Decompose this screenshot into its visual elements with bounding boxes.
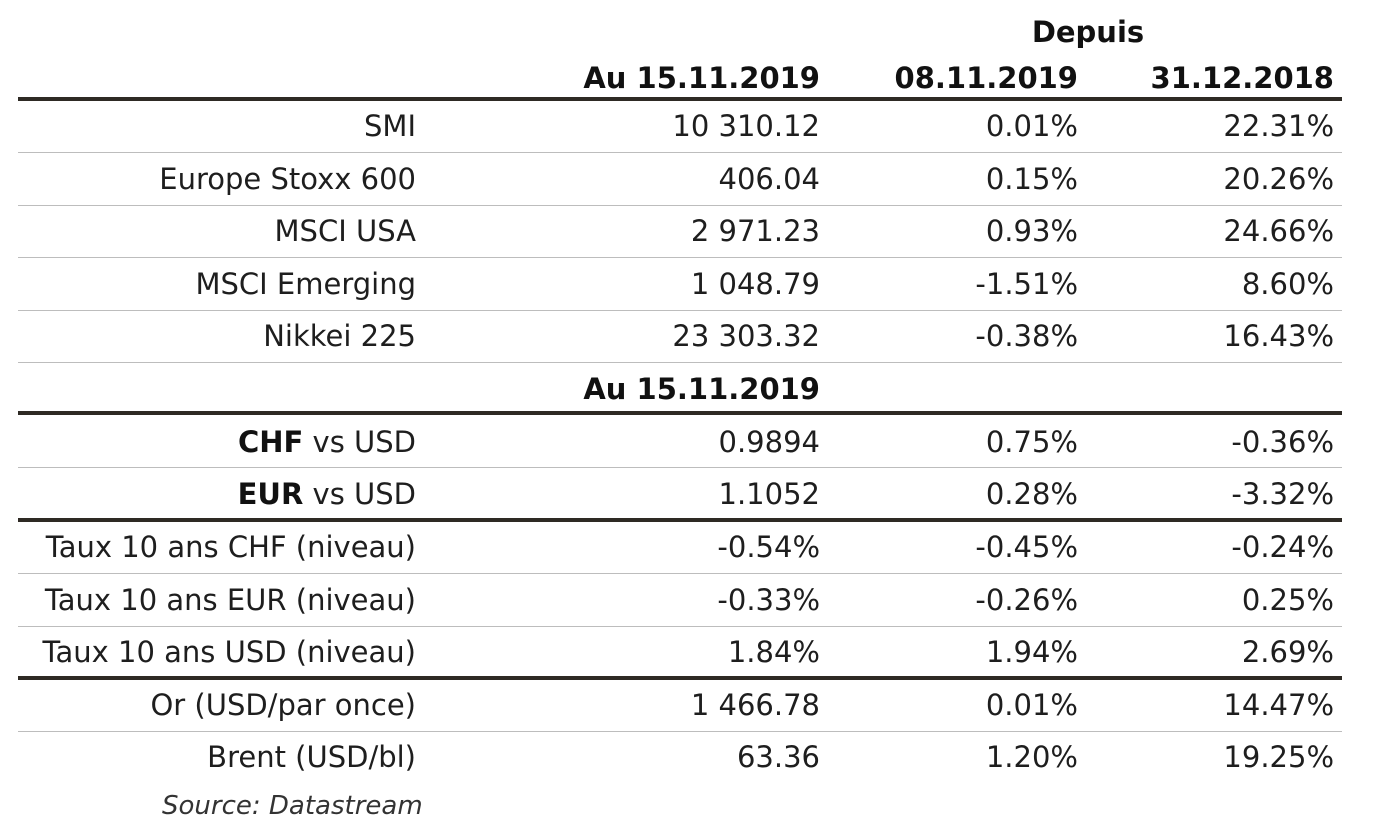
row-divider <box>18 362 1342 363</box>
row-label: Nikkei 225 <box>263 319 416 353</box>
row-ytd-change: 2.69% <box>1241 635 1334 669</box>
since-label: Depuis <box>1031 15 1145 49</box>
row-ytd-change: -3.32% <box>1231 477 1334 511</box>
row-value: -0.33% <box>717 583 820 617</box>
row-label: Taux 10 ans CHF (niveau) <box>45 530 416 564</box>
row-value: 1.1052 <box>718 477 820 511</box>
row-week-change: -0.38% <box>975 319 1078 353</box>
row-value: 2 971.23 <box>690 214 820 248</box>
row-week-change: 0.93% <box>985 214 1078 248</box>
section-rule <box>18 676 1342 680</box>
row-value: 1 048.79 <box>690 267 820 301</box>
currency-pair-rest: vs USD <box>303 425 416 459</box>
row-week-change: -0.26% <box>975 583 1078 617</box>
header-ytd-column: 31.12.2018 <box>1150 61 1334 95</box>
row-week-change: 0.75% <box>985 425 1078 459</box>
row-divider <box>18 467 1342 468</box>
row-week-change: 1.94% <box>985 635 1078 669</box>
row-week-change: -1.51% <box>975 267 1078 301</box>
row-ytd-change: 14.47% <box>1223 688 1334 722</box>
row-ytd-change: 22.31% <box>1223 109 1334 143</box>
row-divider <box>18 152 1342 153</box>
fx-section-rule <box>18 411 1342 415</box>
row-label: SMI <box>364 109 416 143</box>
row-label: Europe Stoxx 600 <box>159 162 416 196</box>
row-label: Or (USD/par once) <box>150 688 416 722</box>
row-ytd-change: 0.25% <box>1241 583 1334 617</box>
row-label: Taux 10 ans EUR (niveau) <box>44 583 416 617</box>
row-ytd-change: 24.66% <box>1223 214 1334 248</box>
row-label: Brent (USD/bl) <box>207 740 416 774</box>
row-value: 0.9894 <box>718 425 820 459</box>
currency-pair-rest: vs USD <box>303 477 416 511</box>
row-label: MSCI Emerging <box>195 267 416 301</box>
header-rule <box>18 97 1342 101</box>
row-value: 1 466.78 <box>690 688 820 722</box>
row-ytd-change: 19.25% <box>1223 740 1334 774</box>
row-week-change: 1.20% <box>985 740 1078 774</box>
fx-section-header: Au 15.11.2019 <box>583 372 820 406</box>
section-rule <box>18 518 1342 522</box>
currency-code: CHF <box>237 425 304 459</box>
row-ytd-change: 8.60% <box>1241 267 1334 301</box>
row-week-change: -0.45% <box>975 530 1078 564</box>
row-week-change: 0.01% <box>985 109 1078 143</box>
currency-code: EUR <box>237 477 304 511</box>
row-value: 1.84% <box>727 635 820 669</box>
row-divider <box>18 731 1342 732</box>
row-divider <box>18 257 1342 258</box>
row-divider <box>18 205 1342 206</box>
row-value: 23 303.32 <box>672 319 820 353</box>
row-label: CHF vs USD <box>20 424 416 460</box>
row-label: EUR vs USD <box>20 476 416 512</box>
row-week-change: 0.01% <box>985 688 1078 722</box>
row-ytd-change: -0.24% <box>1231 530 1334 564</box>
row-ytd-change: 20.26% <box>1223 162 1334 196</box>
header-week-column: 08.11.2019 <box>894 61 1078 95</box>
row-value: -0.54% <box>717 530 820 564</box>
row-ytd-change: 16.43% <box>1223 319 1334 353</box>
row-divider <box>18 573 1342 574</box>
row-value: 10 310.12 <box>672 109 820 143</box>
row-divider <box>18 626 1342 627</box>
row-ytd-change: -0.36% <box>1231 425 1334 459</box>
row-divider <box>18 310 1342 311</box>
row-value: 406.04 <box>718 162 820 196</box>
source-note: Source: Datastream <box>162 791 423 821</box>
row-week-change: 0.28% <box>985 477 1078 511</box>
row-label: MSCI USA <box>274 214 416 248</box>
row-label: Taux 10 ans USD (niveau) <box>42 635 416 669</box>
header-value-column: Au 15.11.2019 <box>583 61 820 95</box>
row-value: 63.36 <box>736 740 820 774</box>
row-week-change: 0.15% <box>985 162 1078 196</box>
